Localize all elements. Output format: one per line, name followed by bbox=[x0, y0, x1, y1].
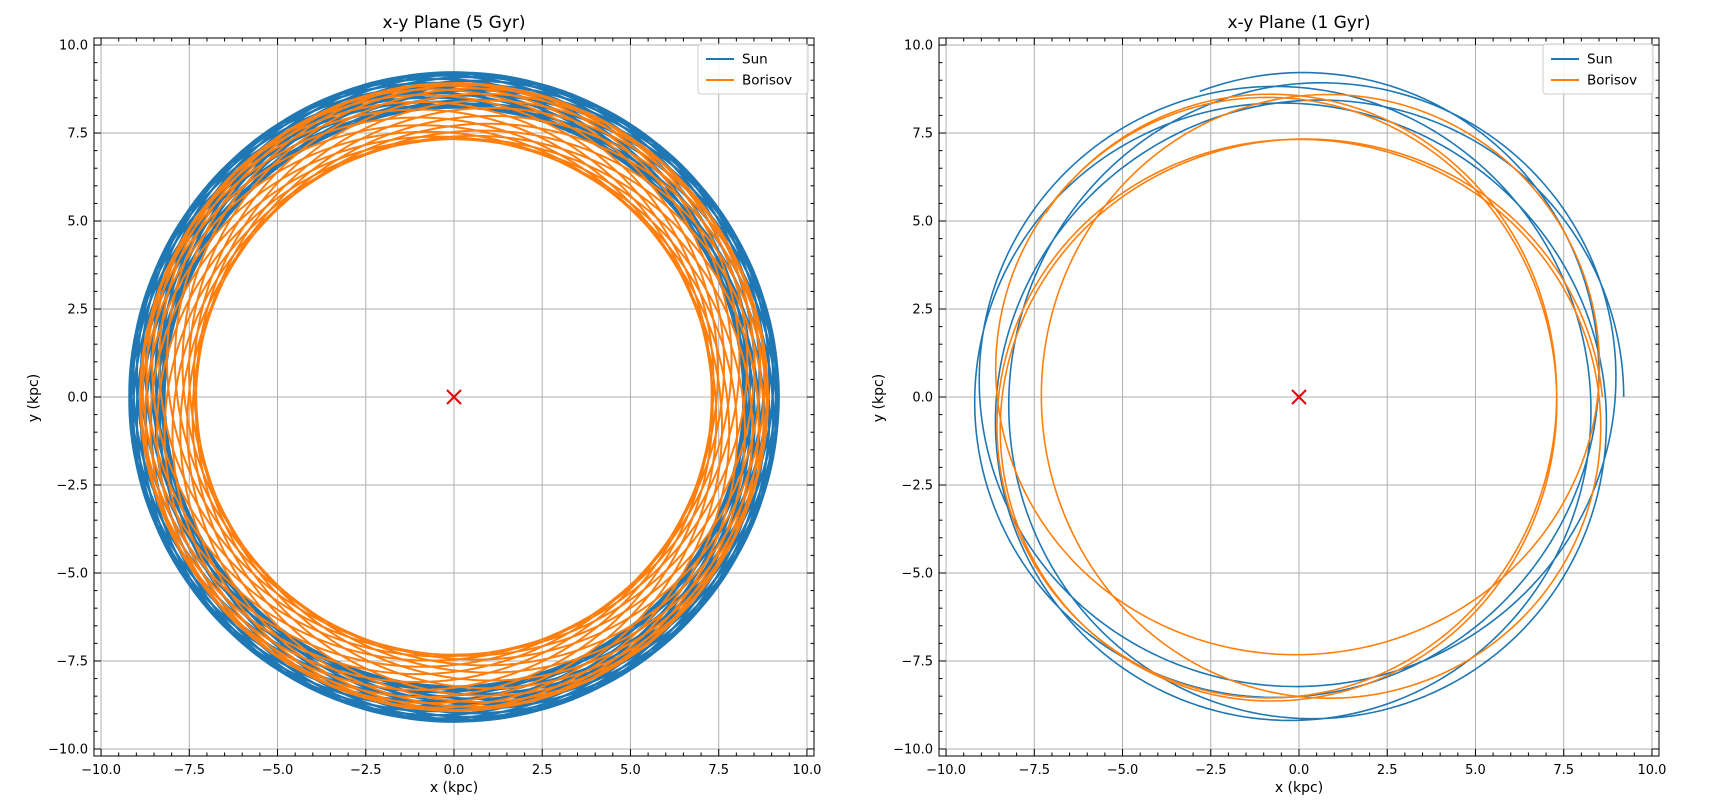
orbit-borisov bbox=[139, 82, 770, 713]
x-axis-label: x (kpc) bbox=[430, 780, 478, 796]
x-tick-label: −2.5 bbox=[1195, 763, 1227, 778]
legend-box bbox=[697, 43, 809, 95]
x-tick-label: −5.0 bbox=[262, 763, 294, 778]
x-tick-label: 7.5 bbox=[708, 763, 729, 778]
x-tick-label: 0.0 bbox=[1289, 763, 1310, 778]
y-tick-label: 2.5 bbox=[67, 303, 88, 318]
y-tick-label: 10.0 bbox=[904, 39, 933, 54]
x-tick-label: −2.5 bbox=[350, 763, 382, 778]
y-tick-label: 0.0 bbox=[67, 391, 88, 406]
orbit-lines bbox=[973, 71, 1625, 722]
y-tick-labels: 10.0 7.5 5.0 2.5 0.0 −2.5 −5.0 −7.5 −10.0 bbox=[893, 39, 933, 758]
legend-label-borisov: Borisov bbox=[1587, 73, 1637, 89]
y-tick-label: −10.0 bbox=[893, 742, 933, 757]
x-tick-labels: −10.0 −7.5 −5.0 −2.5 0.0 2.5 5.0 7.5 10.0 bbox=[926, 763, 1666, 778]
x-tick-label: 2.5 bbox=[532, 763, 553, 778]
y-tick-label: −7.5 bbox=[901, 654, 933, 669]
x-tick-label: −10.0 bbox=[926, 763, 966, 778]
x-tick-label: 7.5 bbox=[1553, 763, 1574, 778]
legend-box bbox=[1542, 43, 1654, 95]
orbit-borisov bbox=[994, 93, 1604, 702]
legend: Sun Borisov bbox=[1542, 43, 1654, 95]
axis-ticks bbox=[94, 38, 814, 756]
legend: Sun Borisov bbox=[697, 43, 809, 95]
x-tick-label: 5.0 bbox=[1465, 763, 1486, 778]
y-tick-label: 0.0 bbox=[912, 391, 933, 406]
galactic-center-marker bbox=[446, 389, 462, 405]
x-tick-label: 10.0 bbox=[792, 763, 821, 778]
chart-title: x-y Plane (5 Gyr) bbox=[382, 13, 525, 33]
y-tick-label: 2.5 bbox=[912, 303, 933, 318]
y-tick-label: 7.5 bbox=[912, 127, 933, 142]
y-tick-label: −2.5 bbox=[56, 478, 88, 493]
y-tick-label: −2.5 bbox=[901, 478, 933, 493]
legend-label-sun: Sun bbox=[742, 52, 768, 68]
y-tick-label: −5.0 bbox=[56, 566, 88, 581]
x-tick-label: −7.5 bbox=[174, 763, 206, 778]
y-tick-label: 7.5 bbox=[67, 127, 88, 142]
y-tick-label: −5.0 bbox=[901, 566, 933, 581]
y-tick-label: −10.0 bbox=[48, 742, 88, 757]
orbit-lines bbox=[128, 71, 780, 723]
orbit-sun bbox=[973, 71, 1625, 722]
legend-label-borisov: Borisov bbox=[742, 73, 792, 89]
y-tick-label: 5.0 bbox=[912, 215, 933, 230]
x-tick-label: 5.0 bbox=[620, 763, 641, 778]
center-x-stroke bbox=[1291, 389, 1307, 405]
y-tick-label: 5.0 bbox=[67, 215, 88, 230]
x-tick-labels: −10.0 −7.5 −5.0 −2.5 0.0 2.5 5.0 7.5 10.0 bbox=[81, 763, 821, 778]
legend-label-sun: Sun bbox=[1587, 52, 1613, 68]
panel-1gyr: x-y Plane (1 Gyr) x (kpc) y (kpc) −10.0−… bbox=[871, 13, 1666, 796]
x-tick-label: 0.0 bbox=[444, 763, 465, 778]
x-tick-label: 10.0 bbox=[1637, 763, 1666, 778]
x-tick-label: −10.0 bbox=[81, 763, 121, 778]
y-tick-label: 10.0 bbox=[59, 39, 88, 54]
y-tick-label: −7.5 bbox=[56, 654, 88, 669]
galactic-center-marker bbox=[1291, 389, 1307, 405]
axis-ticks bbox=[939, 38, 1659, 756]
y-axis-label: y (kpc) bbox=[871, 374, 887, 422]
y-axis-label: y (kpc) bbox=[26, 374, 42, 422]
x-axis-label: x (kpc) bbox=[1275, 780, 1323, 796]
chart-title: x-y Plane (1 Gyr) bbox=[1227, 13, 1370, 33]
x-tick-label: 2.5 bbox=[1377, 763, 1398, 778]
x-tick-label: −7.5 bbox=[1019, 763, 1051, 778]
x-tick-label: −5.0 bbox=[1107, 763, 1139, 778]
center-x-stroke bbox=[446, 389, 462, 405]
y-tick-labels: 10.0 7.5 5.0 2.5 0.0 −2.5 −5.0 −7.5 −10.0 bbox=[48, 39, 88, 758]
panel-5gyr: x-y Plane (5 Gyr) x (kpc) y (kpc) −10.0−… bbox=[26, 13, 821, 796]
